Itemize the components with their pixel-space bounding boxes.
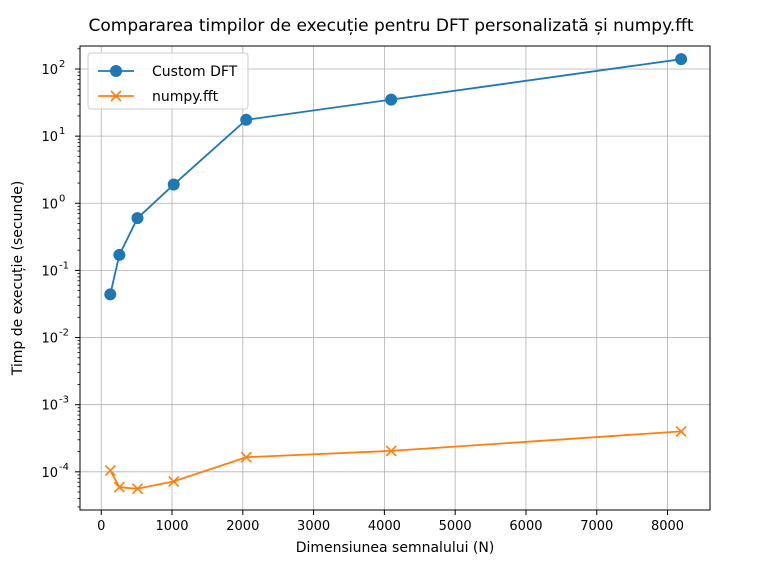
- data-point: [131, 212, 144, 225]
- y-tick-exponent: 1: [59, 126, 65, 137]
- x-tick-label: 4000: [368, 519, 401, 534]
- x-tick-label: 7000: [580, 519, 613, 534]
- legend-marker: [110, 90, 122, 102]
- x-tick-label: 2000: [226, 519, 259, 534]
- x-tick-label: 3000: [297, 519, 330, 534]
- y-tick-label: 10: [41, 399, 58, 414]
- x-tick-label: 0: [97, 519, 105, 534]
- plot-series: [104, 53, 688, 495]
- series-custom-dft: [104, 53, 688, 301]
- y-tick-label: 10: [41, 130, 58, 145]
- y-tick-label: 10: [41, 264, 58, 279]
- chart-title: Compararea timpilor de execuție pentru D…: [89, 16, 694, 36]
- y-tick-exponent: 0: [59, 193, 65, 204]
- y-tick-exponent: 2: [59, 59, 65, 70]
- x-axis-label: Dimensiunea semnalului (N): [296, 540, 495, 556]
- data-point: [104, 288, 117, 301]
- legend-box: [87, 52, 249, 110]
- data-point: [675, 53, 688, 66]
- x-tick-label: 6000: [509, 519, 542, 534]
- series-numpy-fft: [104, 425, 687, 495]
- x-tick-label: 8000: [651, 519, 684, 534]
- legend: Custom DFT numpy.fft: [87, 52, 249, 110]
- y-tick-exponent: -4: [59, 462, 69, 473]
- legend-item: Custom DFT: [98, 64, 238, 80]
- x-tick-label: 5000: [439, 519, 472, 534]
- x-axis: 0 1000 2000 3000 4000 5000 6000 7000 8000: [97, 510, 684, 534]
- data-point: [675, 425, 687, 437]
- y-tick-label: 10: [41, 197, 58, 212]
- data-point: [104, 464, 116, 476]
- grid: [80, 46, 710, 510]
- legend-label: Custom DFT: [152, 64, 238, 80]
- data-point: [113, 248, 126, 261]
- y-axis-label: Timp de execuție (secunde): [10, 181, 26, 377]
- y-tick-label: 10: [41, 63, 58, 78]
- y-tick-label: 10: [41, 466, 58, 481]
- x-tick-label: 1000: [155, 519, 188, 534]
- data-point: [385, 93, 398, 106]
- y-tick-exponent: -3: [59, 395, 69, 406]
- data-point: [168, 475, 180, 487]
- legend-marker: [110, 65, 122, 77]
- data-point: [240, 451, 252, 463]
- legend-label: numpy.fft: [152, 89, 219, 105]
- data-point: [113, 481, 125, 493]
- data-point: [385, 445, 397, 457]
- data-point: [240, 113, 253, 126]
- plot-frame: [79, 45, 711, 511]
- legend-item: numpy.fft: [98, 89, 219, 105]
- y-tick-label: 10: [41, 332, 58, 347]
- series-line: [109, 430, 682, 490]
- data-point: [131, 483, 144, 495]
- y-tick-exponent: -2: [59, 328, 69, 339]
- y-tick-exponent: -1: [59, 260, 69, 271]
- data-point: [167, 178, 180, 191]
